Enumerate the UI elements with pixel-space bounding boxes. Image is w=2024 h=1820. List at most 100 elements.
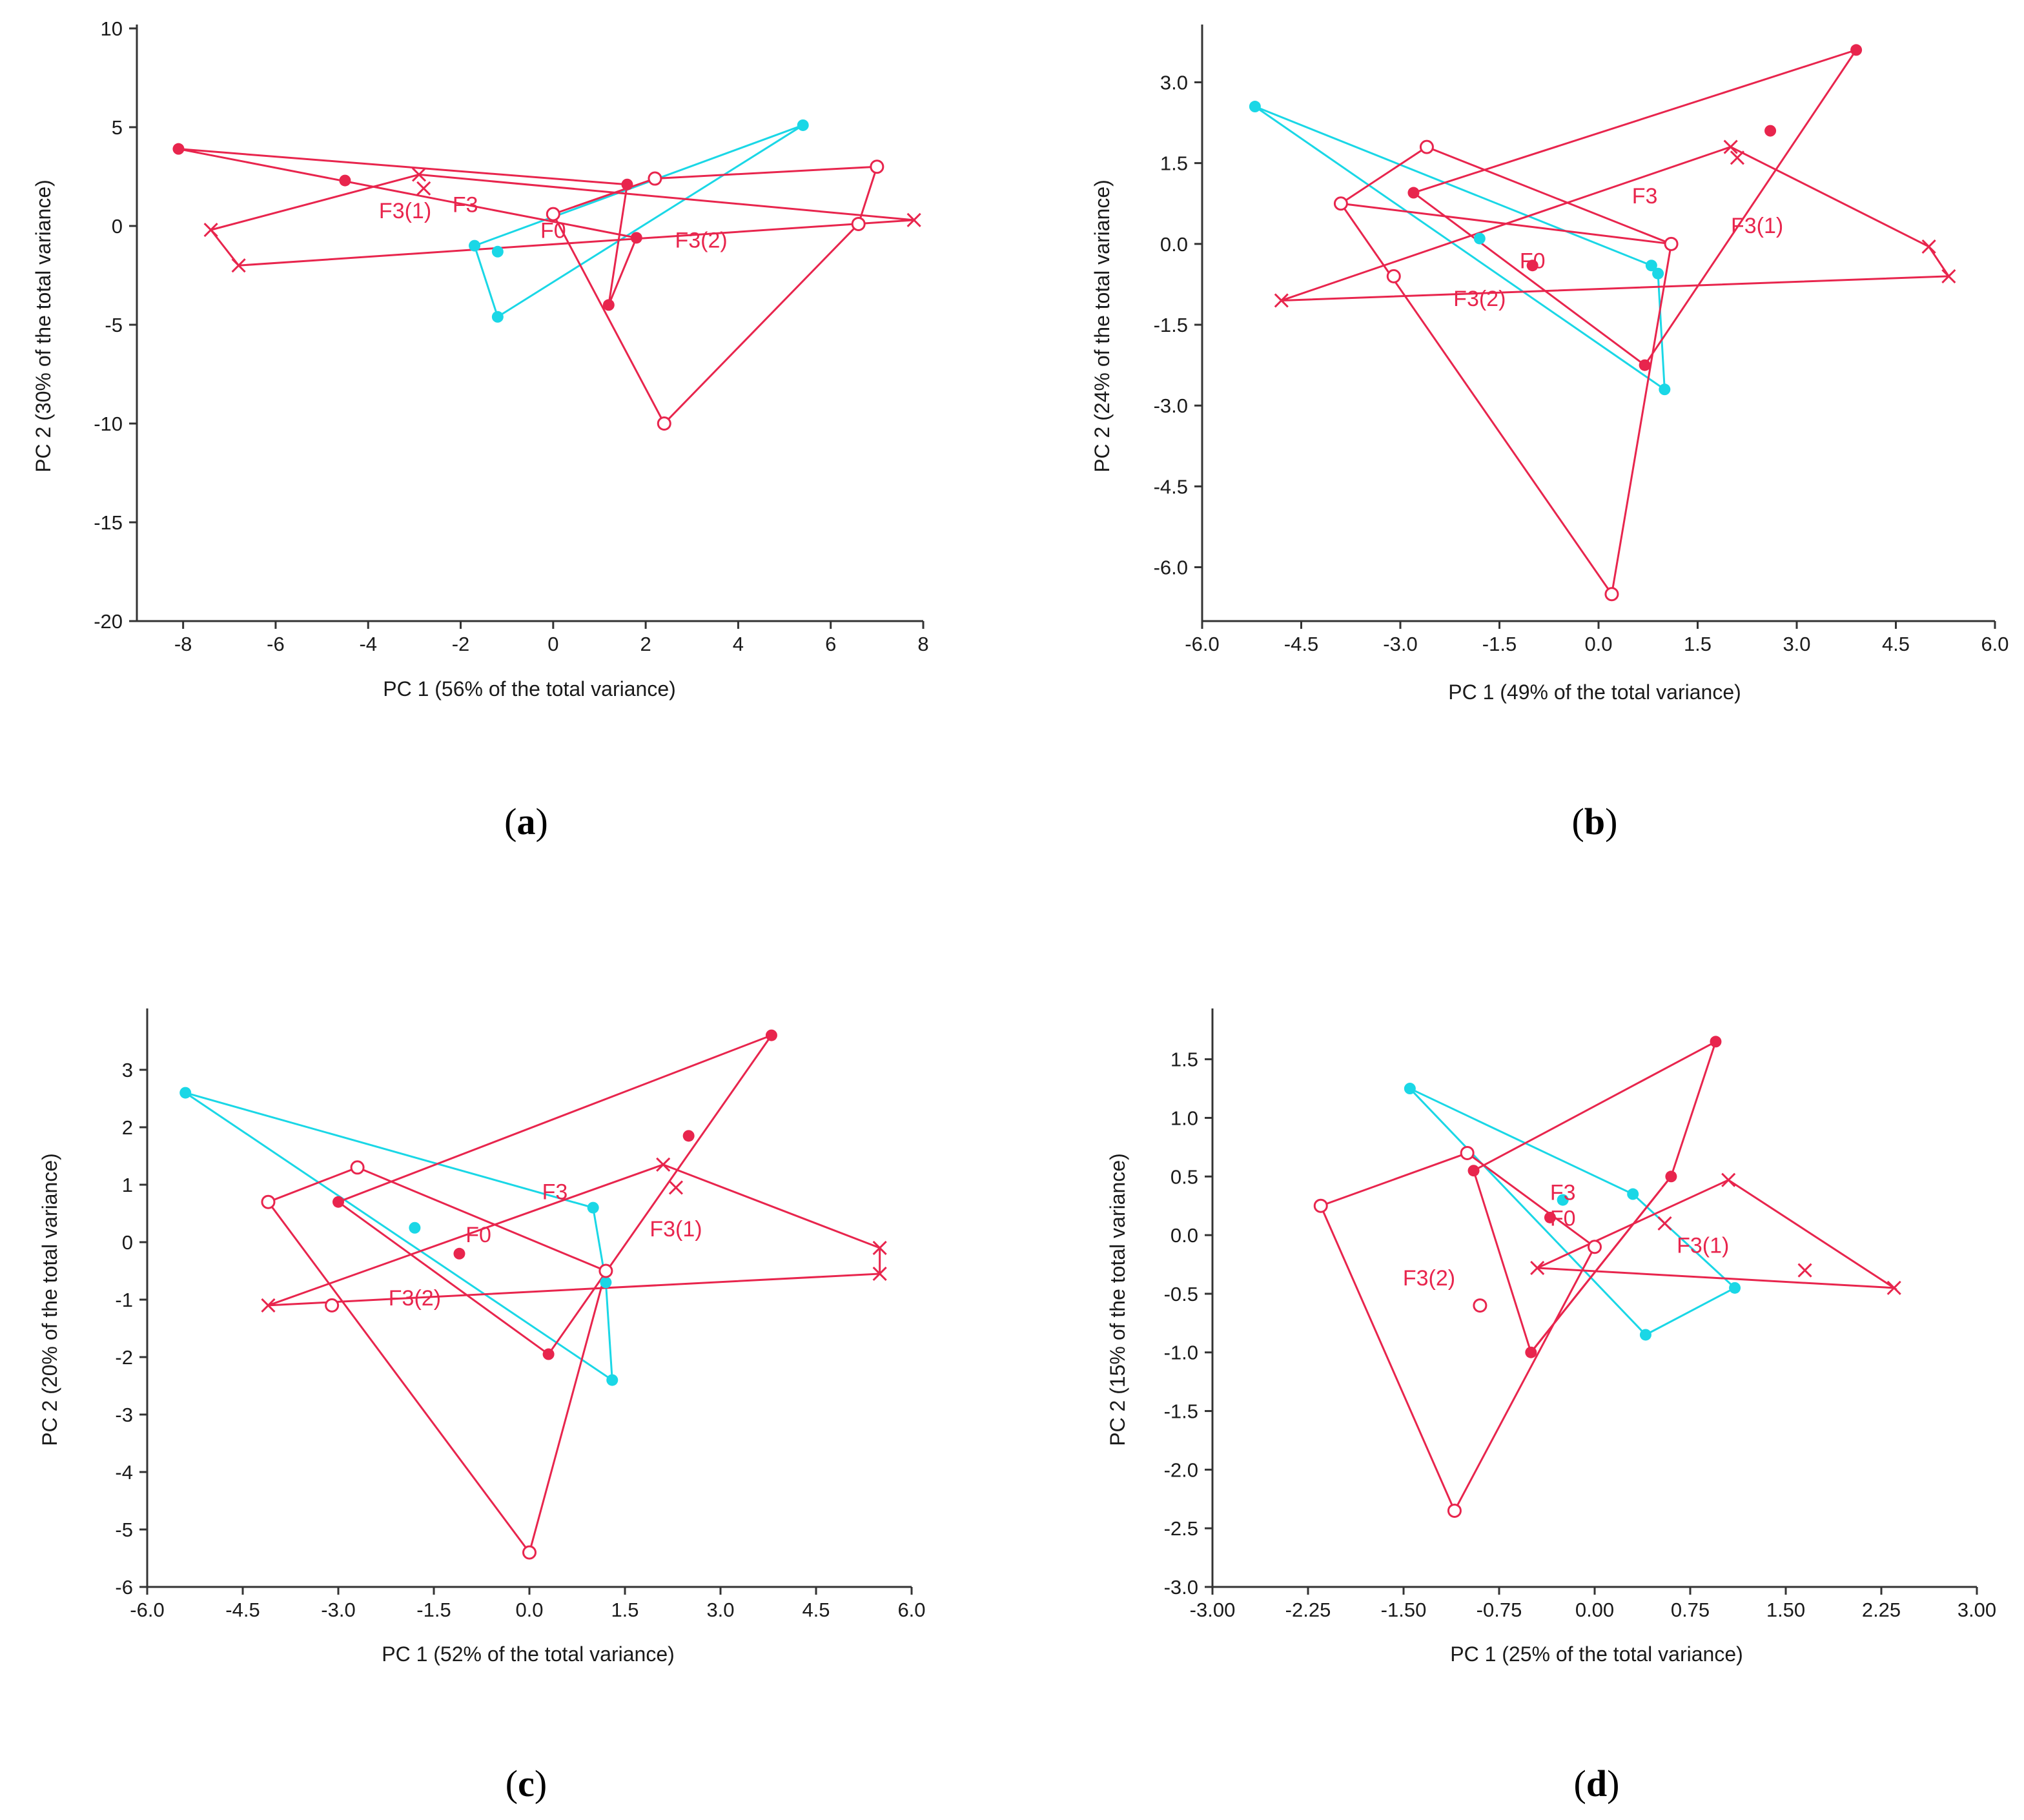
point-cross	[668, 1180, 683, 1195]
x-tick-label: 4.5	[802, 1599, 830, 1621]
panel-a-letter: (a)	[504, 801, 548, 843]
point-dot	[491, 245, 504, 258]
panel-a-ylabel: PC 2 (30% of the total variance)	[32, 179, 55, 473]
group-label: F3	[542, 1180, 568, 1204]
x-tick-label: -6.0	[1185, 633, 1219, 655]
hull-segment	[1530, 1176, 1672, 1353]
point-dot	[542, 1348, 555, 1360]
group-label: F3(1)	[379, 199, 431, 223]
hull-f31	[552, 165, 879, 425]
x-tick-label: 4	[733, 633, 744, 655]
x-tick-label: 0.0	[515, 1599, 543, 1621]
group-label: F0	[1520, 249, 1546, 273]
y-tick-label: -5	[105, 314, 123, 336]
hull-segment	[1340, 203, 1613, 595]
point-dot	[682, 1130, 695, 1142]
hull-f0	[336, 1034, 773, 1356]
point-cross	[872, 1266, 887, 1282]
y-tick-label: 1.0	[1170, 1107, 1198, 1129]
point-circle	[1473, 1298, 1487, 1313]
y-tick-label: -20	[94, 610, 123, 633]
group-label: F3(2)	[1453, 287, 1506, 311]
point-circle	[1313, 1198, 1328, 1213]
group-label: F0	[465, 1223, 491, 1247]
x-tick-label: 3.0	[1783, 633, 1810, 655]
panel-a-xlabel: PC 1 (56% of the total variance)	[383, 677, 676, 700]
point-dot	[179, 1087, 192, 1099]
x-tick-label: 8	[917, 633, 928, 655]
point-cross	[906, 212, 921, 227]
point-circle	[1419, 139, 1434, 154]
panel-d-xlabel: PC 1 (25% of the total variance)	[1450, 1642, 1743, 1666]
point-cross	[411, 167, 427, 182]
hull-f3	[185, 1092, 613, 1382]
point-circle	[350, 1160, 365, 1175]
point-cross	[1530, 1260, 1545, 1276]
y-tick-label: -0.5	[1164, 1283, 1198, 1305]
point-dot	[1729, 1282, 1741, 1294]
hull-f3	[473, 124, 804, 319]
point-cross	[656, 1157, 671, 1172]
x-tick-label: 3.0	[706, 1599, 734, 1621]
point-dot	[1526, 260, 1538, 272]
panel-b: -6.0 -4.5 -3.0 -1.5 0.0 1.5 3.0 4.5 6.0 3.0 1.5 0.0…	[1090, 25, 2009, 843]
x-tick-label: -3.0	[1383, 633, 1417, 655]
y-tick-label: 0.5	[1170, 1165, 1198, 1188]
point-dot	[1249, 101, 1261, 113]
x-tick-label: 4.5	[1882, 633, 1910, 655]
point-dot	[1627, 1188, 1639, 1200]
y-tick-label: -4.5	[1154, 475, 1188, 498]
x-tick-label: -6	[267, 633, 285, 655]
panel-b-plot: -6.0 -4.5 -3.0 -1.5 0.0 1.5 3.0 4.5 6.0 3.0 1.5 0.0…	[1154, 25, 2009, 655]
x-tick-label: 0.00	[1575, 1599, 1614, 1621]
point-dot	[409, 1222, 421, 1234]
point-dot	[1659, 383, 1671, 396]
y-tick-label: -3.0	[1164, 1576, 1198, 1599]
point-cross	[1657, 1216, 1672, 1231]
point-dot	[469, 240, 481, 252]
x-tick-label: 6.0	[897, 1599, 925, 1621]
point-circle	[851, 216, 866, 231]
point-circle	[1604, 587, 1619, 602]
panel-d: -3.00 -2.25 -1.50 -0.75 0.00 0.75 1.50 2.25 3.00…	[1106, 1008, 1996, 1805]
point-dot	[1665, 1171, 1677, 1183]
hull-f32	[1281, 146, 1951, 302]
point-cross	[416, 181, 431, 196]
point-dot	[1557, 1194, 1569, 1206]
y-tick-label: -5	[115, 1518, 133, 1541]
point-dot	[1544, 1211, 1556, 1223]
x-tick-label: -4.5	[1284, 633, 1318, 655]
x-tick-label: 2.25	[1862, 1599, 1901, 1621]
y-tick-label: -6	[115, 1576, 133, 1599]
group-label: F3(1)	[1731, 214, 1783, 238]
x-tick-label: 3.00	[1958, 1599, 1996, 1621]
x-tick-label: 6	[825, 633, 836, 655]
group-label: F0	[540, 218, 566, 243]
group-label: F3(2)	[675, 229, 727, 253]
point-circle	[522, 1545, 537, 1560]
hull-f3	[1254, 105, 1666, 392]
panel-c: -6.0 -4.5 -3.0 -1.5 0.0 1.5 3.0 4.5 6.0 3 2 1 0 -1 -2 -…	[38, 1008, 926, 1805]
y-tick-label: 5	[112, 116, 123, 139]
point-dot	[1639, 359, 1651, 371]
panel-d-plot: -3.00 -2.25 -1.50 -0.75 0.00 0.75 1.50 2.25 3.00…	[1164, 1008, 1996, 1621]
x-tick-label: 0.75	[1671, 1599, 1710, 1621]
x-tick-label: 6.0	[1981, 633, 2009, 655]
point-circle	[1588, 1240, 1602, 1254]
group-label: F3	[1550, 1181, 1576, 1205]
x-tick-label: -1.5	[1482, 633, 1517, 655]
y-tick-label: 0	[122, 1231, 133, 1254]
group-label: F3	[453, 193, 478, 218]
point-circle	[870, 159, 884, 174]
panel-c-ylabel: PC 2 (20% of the total variance)	[38, 1153, 61, 1446]
point-dot	[332, 1196, 344, 1208]
point-circle	[1333, 196, 1348, 211]
point-cross	[1886, 1280, 1901, 1295]
point-dot	[1473, 232, 1486, 245]
y-tick-label: 0.0	[1160, 233, 1188, 256]
group-label: F3(2)	[389, 1286, 441, 1311]
point-cross	[1723, 139, 1738, 154]
point-circle	[1664, 236, 1679, 251]
y-tick-label: 1	[122, 1174, 133, 1196]
hull-f0	[1411, 48, 1857, 367]
